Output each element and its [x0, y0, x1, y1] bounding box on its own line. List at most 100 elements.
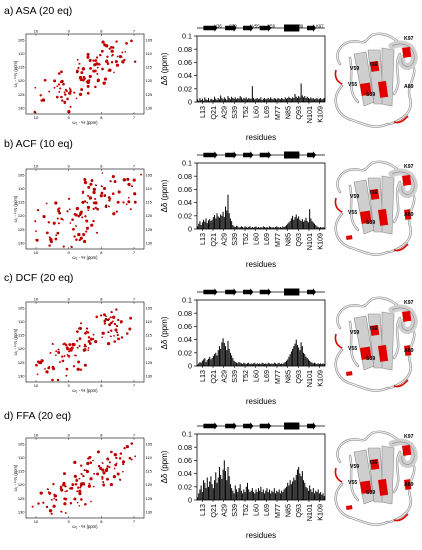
y-tick-label: 0.1: [182, 159, 192, 168]
bar: [307, 222, 309, 229]
bar: [232, 225, 234, 229]
y-tick-label: 125: [18, 92, 25, 97]
peak: [114, 323, 117, 325]
peak: [82, 75, 86, 79]
peak: [61, 71, 63, 73]
bar: [306, 358, 308, 366]
bar: [268, 99, 270, 102]
bar: [287, 98, 289, 102]
bar: [205, 488, 207, 500]
bar: [250, 227, 252, 229]
peak: [101, 476, 104, 479]
peak: [114, 328, 118, 332]
bar: [323, 496, 325, 500]
peak: [106, 205, 108, 207]
residue-label: V59: [350, 66, 359, 72]
bar: [303, 480, 305, 500]
peak: [86, 84, 90, 88]
bar: [264, 493, 266, 500]
bar: [199, 98, 201, 102]
bar: [276, 364, 278, 366]
peak: [83, 475, 85, 478]
peak: [65, 489, 68, 492]
peak: [69, 348, 73, 352]
bar: [318, 227, 320, 229]
bar: [201, 98, 203, 102]
x-tick-label: Q93: [294, 233, 303, 247]
peak: [135, 61, 137, 63]
peak: [79, 322, 83, 325]
bar: [322, 493, 324, 500]
bar: [242, 493, 244, 500]
peak: [78, 504, 81, 507]
peak: [62, 481, 66, 485]
bar: [296, 98, 298, 102]
peak: [109, 69, 112, 72]
bar: [305, 486, 307, 500]
x-tick-label: S39: [230, 504, 239, 517]
alpha-helix: [391, 43, 415, 67]
peak: [88, 458, 90, 460]
bar: [321, 227, 323, 229]
spectrum-frame: [25, 437, 145, 519]
peak: [78, 62, 81, 65]
y-tick-label: 120: [18, 213, 25, 218]
peak: [57, 209, 61, 213]
x-tick-label: A29: [219, 370, 228, 383]
x-tick-label: T52: [241, 370, 250, 382]
peak: [57, 232, 59, 235]
bar: [251, 488, 253, 500]
peak: [34, 86, 37, 89]
bar: [267, 227, 269, 229]
peak: [64, 93, 67, 96]
peak: [40, 362, 42, 364]
bar: [262, 363, 264, 366]
peak: [128, 327, 132, 331]
bar: [259, 227, 261, 229]
bar: [233, 360, 235, 366]
peak: [95, 198, 97, 200]
peak: [74, 213, 78, 217]
bar: [316, 364, 318, 366]
peak: [88, 59, 92, 62]
bar: [278, 98, 280, 102]
bar: [264, 364, 266, 366]
peak: [68, 208, 71, 211]
peak: [80, 328, 82, 330]
peak: [81, 89, 83, 91]
bar: [198, 223, 200, 229]
bar: [309, 98, 311, 102]
peak: [56, 499, 58, 501]
peak: [44, 368, 46, 370]
protein-structure: K97 V59 I36 V55 A89 S39: [334, 32, 418, 128]
bar: [259, 98, 261, 102]
y-tick-label: 0: [188, 225, 192, 234]
residue-label: A89: [404, 482, 414, 488]
peak: [71, 483, 75, 486]
x-tick-label: 7: [133, 433, 136, 438]
bar: [197, 364, 198, 366]
bar: [314, 99, 316, 102]
peak: [48, 244, 51, 247]
x-axis-label: ω₂ - ¹H (ppm): [72, 120, 98, 125]
y-tick-label: 0.04: [178, 198, 192, 207]
protein-structure: K97 V59 I36 V55 A89 S39: [334, 296, 418, 392]
coil-loop: [335, 349, 389, 392]
peak: [106, 55, 109, 58]
bar: [256, 492, 258, 500]
peak: [50, 512, 53, 515]
bar: [211, 484, 213, 500]
peak: [129, 208, 132, 211]
residue-label: V55: [348, 480, 357, 486]
peak: [73, 91, 76, 94]
peak: [103, 322, 107, 325]
x-tick-label: N101: [305, 504, 314, 521]
peak: [95, 56, 99, 59]
x-tick-label: N85: [283, 233, 292, 246]
coil-loop: [389, 465, 415, 523]
peak: [75, 225, 78, 227]
peak: [75, 238, 78, 241]
perturbed-region: [393, 115, 409, 124]
peak: [128, 201, 130, 203]
peak: [87, 484, 91, 488]
